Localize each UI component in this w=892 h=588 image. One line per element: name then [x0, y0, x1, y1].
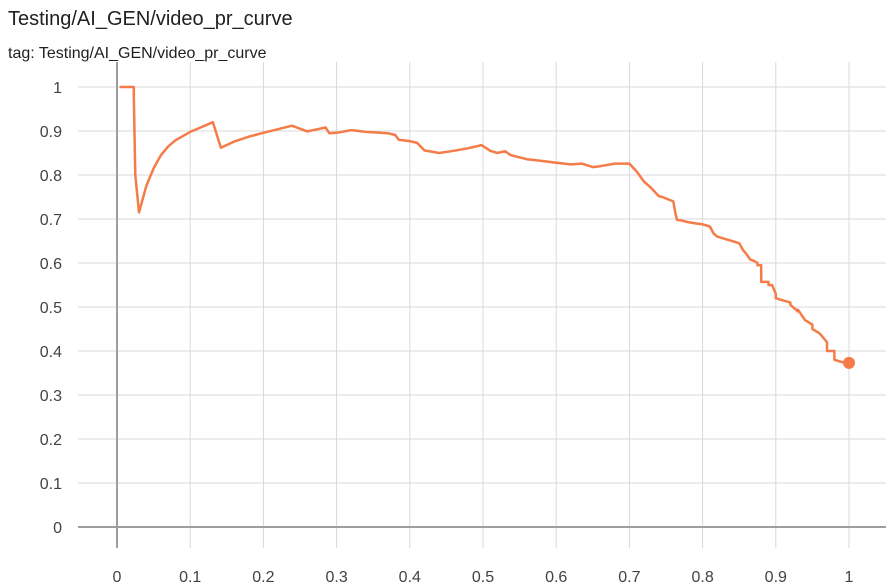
y-tick-label: 0.6 [40, 256, 62, 273]
series-layer [119, 85, 855, 369]
y-tick-label: 0.7 [40, 212, 62, 229]
x-tick-label: 0.8 [691, 569, 713, 586]
chart-title: Testing/AI_GEN/video_pr_curve [8, 8, 293, 30]
y-tick-label: 0 [53, 520, 62, 537]
grid-layer [78, 62, 886, 548]
x-tick-label: 0.3 [325, 569, 347, 586]
chart-subtitle: tag: Testing/AI_GEN/video_pr_curve [8, 45, 267, 62]
y-tick-label: 0.9 [40, 124, 62, 141]
curve-end-point [843, 356, 855, 369]
y-tick-label: 0.3 [40, 388, 62, 405]
x-tick-label: 0 [113, 569, 122, 586]
x-tick-label: 0.4 [399, 569, 421, 586]
y-tick-label: 0.8 [40, 168, 62, 185]
x-tick-label: 0.7 [618, 569, 640, 586]
tick-label-layer: 0 0.1 0.2 0.3 0.4 0.5 0.6 0.7 0.8 0.9 1 0 0.1 0.2 0.3 0… [40, 80, 854, 586]
pr-curve-line [119, 85, 851, 365]
y-tick-label: 0.4 [40, 344, 62, 361]
y-tick-label: 1 [53, 80, 62, 97]
axis-layer [78, 62, 886, 548]
x-tick-label: 0.2 [252, 569, 274, 586]
x-tick-label: 0.9 [765, 569, 787, 586]
y-tick-label: 0.5 [40, 300, 62, 317]
x-tick-label: 0.1 [179, 569, 201, 586]
x-tick-label: 0.5 [472, 569, 494, 586]
y-tick-label: 0.1 [40, 476, 62, 493]
x-tick-label: 1 [845, 569, 854, 586]
x-tick-label: 0.6 [545, 569, 567, 586]
y-tick-label: 0.2 [40, 432, 62, 449]
